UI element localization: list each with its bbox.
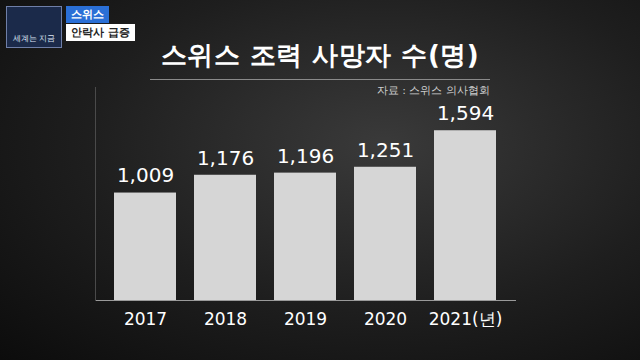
html-text:자료 : 스위스 의사협회: 자료 : 스위스 의사협회 <box>376 84 490 97</box>
svg-text:2020: 2020 <box>364 309 407 329</box>
svg-text:2019: 2019 <box>284 309 327 329</box>
svg-text:1,251: 1,251 <box>357 138 414 162</box>
html-text:스위스: 스위스 <box>71 8 104 21</box>
svg-text:1,594: 1,594 <box>437 101 494 125</box>
svg-text:1,196: 1,196 <box>277 144 334 168</box>
svg-text:2021(년): 2021(년) <box>429 309 503 329</box>
html-text:스위스 조력 사망자 수(명): 스위스 조력 사망자 수(명) <box>160 40 480 70</box>
svg-text:2018: 2018 <box>204 309 247 329</box>
svg-text:1,009: 1,009 <box>117 163 174 187</box>
svg-text:2017: 2017 <box>124 309 167 329</box>
html-text:세계는 지금: 세계는 지금 <box>12 34 56 43</box>
svg-text:1,176: 1,176 <box>197 146 254 170</box>
html-text:안락사 급증: 안락사 급증 <box>71 26 130 39</box>
